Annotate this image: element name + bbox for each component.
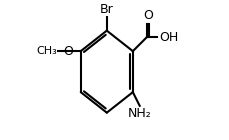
Text: O: O — [142, 9, 152, 22]
Text: OH: OH — [158, 31, 177, 44]
Text: NH₂: NH₂ — [127, 107, 151, 120]
Text: CH₃: CH₃ — [36, 46, 57, 56]
Text: O: O — [63, 45, 73, 58]
Text: Br: Br — [99, 3, 113, 16]
